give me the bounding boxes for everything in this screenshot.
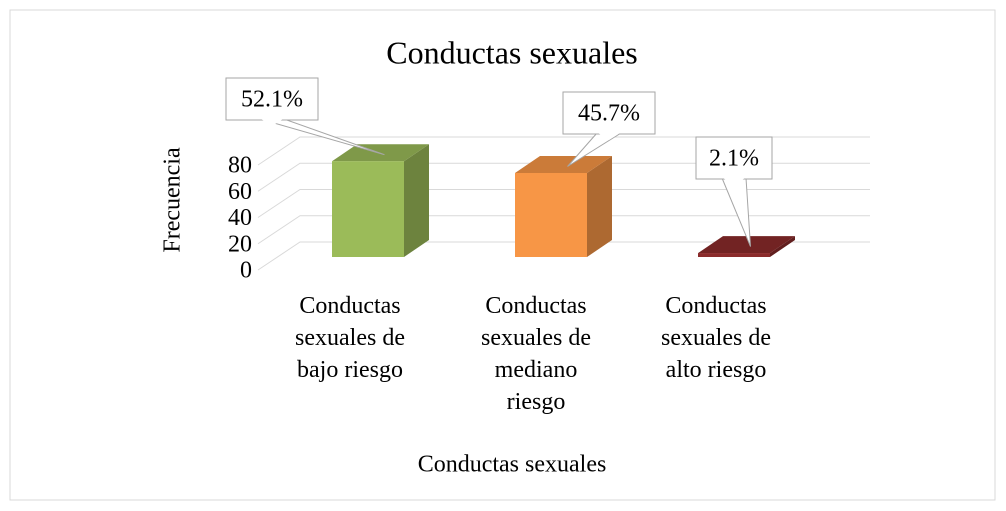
x-tick-label: Conductas sexuales de alto riesgo [661,293,771,383]
grid-line [257,162,870,192]
bar-side [404,144,429,257]
y-tick-label: 80 [228,153,252,179]
callout-box [225,77,319,121]
y-axis-title: Frecuencia [160,147,186,253]
grid-line [257,189,870,218]
bar [698,253,770,257]
bar [332,161,404,257]
data-label: 52.1% [241,87,303,113]
grid-line [257,241,870,271]
y-tick-label: 40 [228,205,252,231]
callout-box [695,136,773,180]
bar-side [770,236,795,257]
x-tick-label: Conductas sexuales de bajo riesgo [295,293,405,383]
data-label: 2.1% [709,146,759,172]
data-label: 45.7% [578,101,640,127]
bar [515,173,587,257]
callout-gap [598,133,620,140]
grid-line [257,136,870,166]
bar-top [698,236,795,254]
bar-top [515,156,612,173]
chart-border [9,9,996,501]
x-tick-label: Conductas sexuales de mediano riesgo [481,293,591,415]
chart-title: Conductas sexuales [386,34,638,70]
bar-top [332,144,429,162]
callout-gap [723,178,745,185]
y-tick-label: 20 [228,231,252,257]
y-tick-label: 0 [240,258,252,284]
y-tick-label: 60 [228,179,252,205]
bar-side [587,156,612,257]
callout-gap [261,119,283,126]
x-axis-title: Conductas sexuales [418,452,607,478]
grid-line [257,215,870,245]
